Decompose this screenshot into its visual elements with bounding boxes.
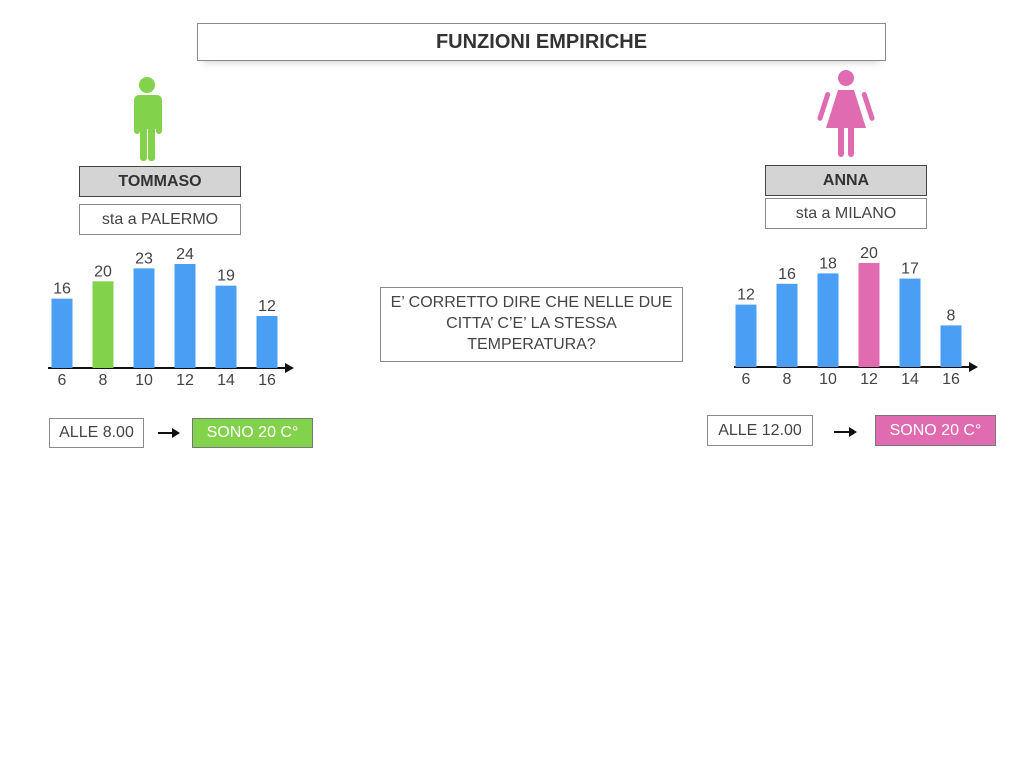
palermo-bar-10 xyxy=(133,268,155,368)
milano-tick-label: 12 xyxy=(860,371,878,388)
palermo-bar-12 xyxy=(174,264,196,368)
milano-tick-label: 10 xyxy=(819,371,837,388)
milano-value-label: 16 xyxy=(778,266,796,283)
person-city-anna: sta a MILANO xyxy=(765,198,927,229)
arrow-right-icon xyxy=(158,428,180,438)
milano-bar-12 xyxy=(858,263,880,367)
page-title: FUNZIONI EMPIRICHE xyxy=(197,23,886,61)
milano-tick-label: 8 xyxy=(783,371,792,388)
milano-value-label: 20 xyxy=(860,245,878,262)
milano-x-axis-arrow xyxy=(969,362,978,372)
palermo-value-label: 24 xyxy=(176,246,194,263)
palermo-tick-label: 6 xyxy=(58,372,67,389)
arrow-right-icon xyxy=(834,427,857,437)
palermo-value-label: 20 xyxy=(94,263,112,280)
person-name-anna: ANNA xyxy=(765,165,927,196)
person-name-tommaso: TOMMASO xyxy=(79,166,241,197)
result-badge-anna: SONO 20 C° xyxy=(875,415,996,446)
palermo-tick-label: 14 xyxy=(217,372,235,389)
palermo-tick-label: 16 xyxy=(258,372,276,389)
palermo-value-label: 23 xyxy=(135,250,153,267)
milano-bar-10 xyxy=(817,273,839,367)
palermo-bar-16 xyxy=(256,316,278,368)
palermo-value-label: 19 xyxy=(217,268,235,285)
palermo-tick-label: 12 xyxy=(176,372,194,389)
milano-tick-label: 14 xyxy=(901,371,919,388)
milano-bar-6 xyxy=(735,304,757,367)
question-text: E’ CORRETTO DIRE CHE NELLE DUE CITTA’ C’… xyxy=(380,287,683,362)
palermo-value-label: 16 xyxy=(53,281,71,298)
palermo-bar-14 xyxy=(215,285,237,368)
milano-value-label: 18 xyxy=(819,255,837,272)
palermo-tick-label: 8 xyxy=(99,372,108,389)
person-city-tommaso: sta a PALERMO xyxy=(79,204,241,235)
milano-value-label: 17 xyxy=(901,261,919,278)
milano-bar-8 xyxy=(776,283,798,367)
milano-tick-label: 6 xyxy=(742,371,751,388)
palermo-bar-8 xyxy=(92,281,114,368)
palermo-x-axis-arrow xyxy=(285,363,294,373)
palermo-tick-label: 10 xyxy=(135,372,153,389)
milano-bar-14 xyxy=(899,278,921,367)
palermo-value-label: 12 xyxy=(258,298,276,315)
time-label-tommaso: ALLE 8.00 xyxy=(49,418,144,448)
time-label-anna: ALLE 12.00 xyxy=(707,415,813,446)
milano-value-label: 12 xyxy=(737,287,755,304)
milano-tick-label: 16 xyxy=(942,371,960,388)
palermo-bar-6 xyxy=(51,298,73,368)
milano-value-label: 8 xyxy=(947,307,956,324)
milano-bar-16 xyxy=(940,325,962,367)
result-badge-tommaso: SONO 20 C° xyxy=(192,418,313,448)
